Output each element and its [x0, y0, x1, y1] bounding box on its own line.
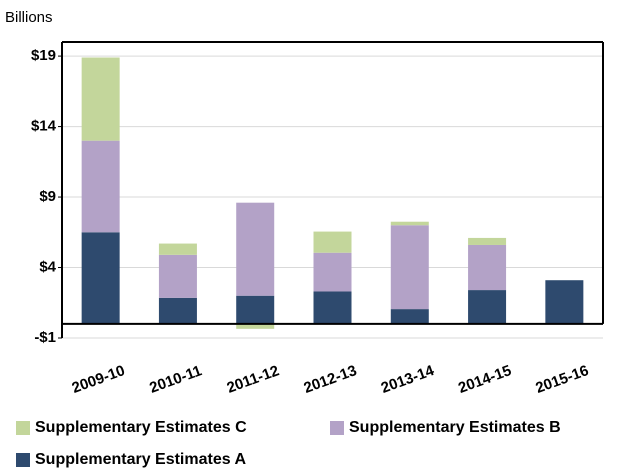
legend-label: Supplementary Estimates C — [35, 419, 247, 436]
bar-segment — [313, 291, 352, 324]
bar-segment — [390, 309, 429, 324]
bar-segment — [468, 237, 507, 245]
bar-segment — [81, 140, 120, 233]
legend-label: Supplementary Estimates A — [35, 451, 246, 468]
y-tick-label: $4 — [39, 258, 56, 275]
bar-segment — [545, 280, 584, 324]
x-tick-label: 2010-11 — [147, 362, 204, 397]
legend-swatch — [330, 421, 344, 435]
bar-segment — [468, 290, 507, 324]
bar-segment — [81, 57, 120, 141]
x-tick-label: 2014-15 — [456, 362, 514, 397]
y-tick-label: -$1 — [34, 329, 56, 346]
legend-swatch — [16, 453, 30, 467]
bar-segment — [158, 254, 197, 298]
bar-segment — [81, 232, 120, 324]
bar-segment — [158, 243, 197, 255]
x-tick-label: 2013-14 — [379, 362, 437, 397]
bar-segment — [390, 221, 429, 226]
bar-segment — [158, 297, 197, 324]
bar-segment — [236, 323, 275, 329]
x-tick-label: 2009-10 — [70, 362, 128, 397]
x-tick-label: 2012-13 — [302, 362, 360, 397]
bar-segment — [236, 202, 275, 296]
bar-segment — [313, 231, 352, 253]
y-tick-label: $14 — [31, 118, 57, 135]
bar-segment — [390, 225, 429, 310]
y-tick-label: $9 — [39, 188, 56, 205]
bar-segment — [236, 295, 275, 324]
y-axis-label: Billions — [5, 9, 53, 26]
bar-segment — [468, 244, 507, 291]
bar-segment — [313, 252, 352, 292]
legend-swatch — [16, 421, 30, 435]
x-tick-label: 2011-12 — [225, 362, 282, 397]
legend-label: Supplementary Estimates B — [349, 419, 561, 436]
x-tick-label: 2015-16 — [533, 362, 591, 397]
y-tick-label: $19 — [31, 47, 56, 64]
